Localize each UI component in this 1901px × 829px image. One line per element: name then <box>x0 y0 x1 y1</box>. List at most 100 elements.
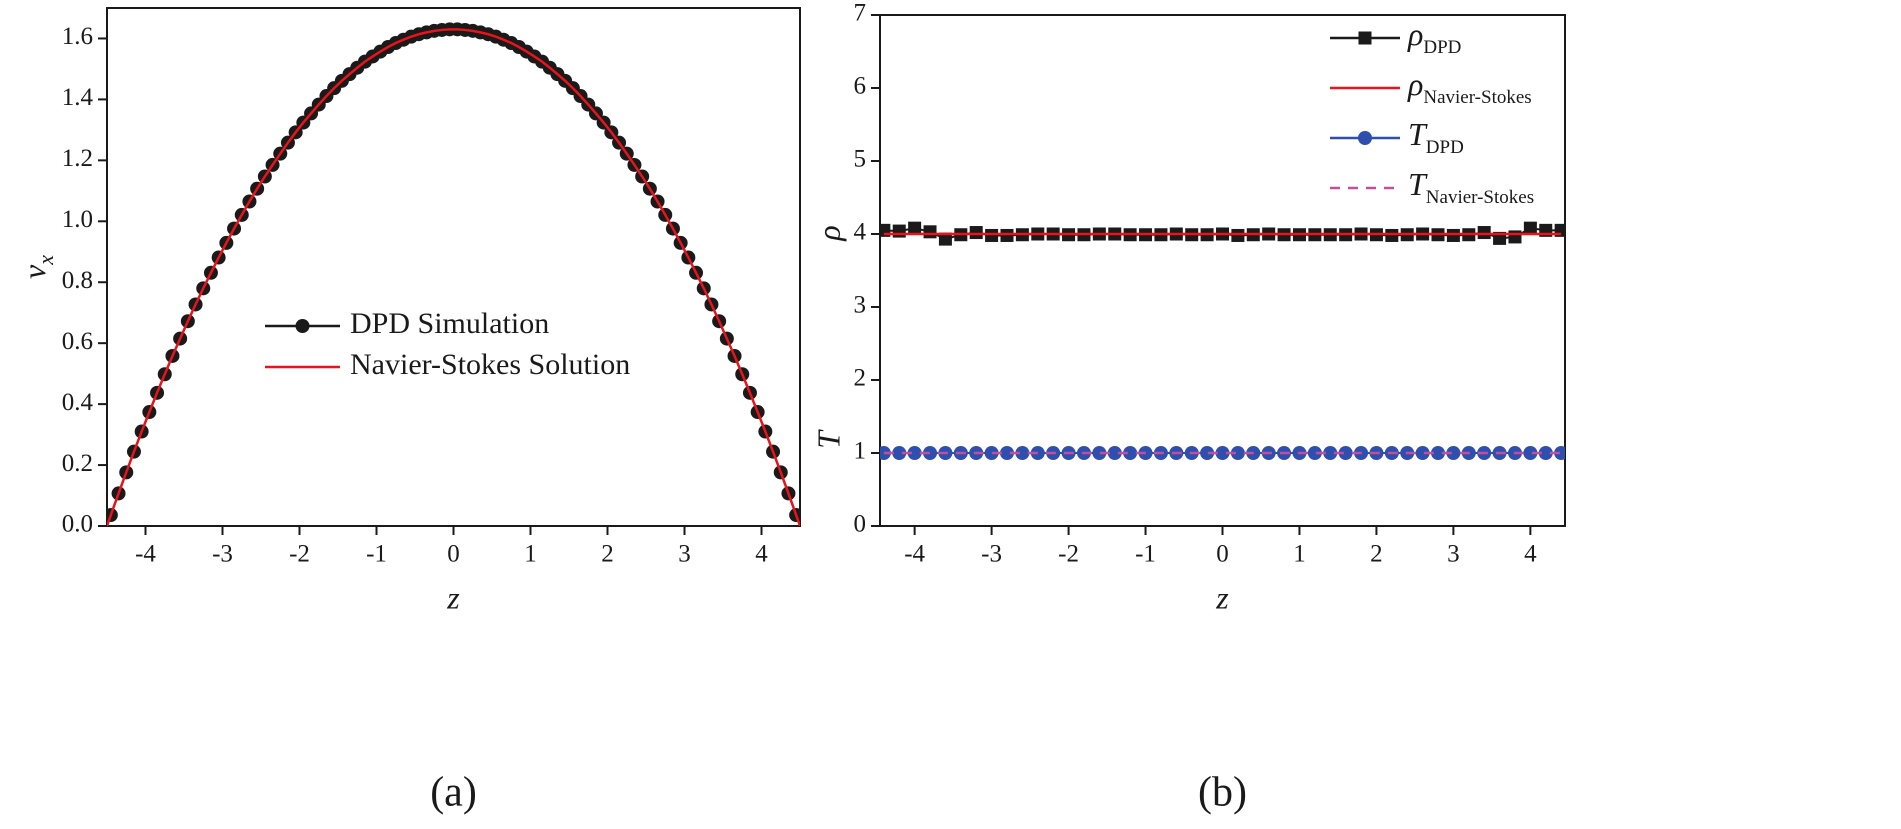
x-tick-label: -1 <box>1135 541 1156 568</box>
y-tick-label: 3 <box>854 292 867 319</box>
legend-label-main: T <box>1408 116 1428 152</box>
marker <box>1523 221 1537 235</box>
marker <box>1323 446 1338 460</box>
marker <box>1477 226 1491 240</box>
x-tick-label: 4 <box>755 541 768 568</box>
marker <box>1015 446 1030 460</box>
x-axis-label: z <box>446 579 460 615</box>
marker <box>923 446 938 460</box>
y-tick-label: 0.8 <box>62 267 93 294</box>
y-tick-label: 2 <box>854 365 867 392</box>
marker <box>1431 446 1446 460</box>
x-tick-label: 2 <box>601 541 614 568</box>
x-tick-label: -4 <box>135 541 156 568</box>
y-tick-label: 4 <box>854 219 867 246</box>
marker <box>1554 223 1565 237</box>
legend-label: ρDPD <box>1407 16 1461 58</box>
y-tick-label: 0 <box>854 511 867 538</box>
legend-label-main: ρ <box>1407 66 1423 102</box>
x-tick-label: 3 <box>678 541 691 568</box>
marker <box>1123 446 1138 460</box>
plot-area <box>107 22 800 526</box>
caption: (a) <box>430 770 477 816</box>
marker <box>1231 228 1245 242</box>
marker <box>1538 446 1553 460</box>
marker <box>1446 228 1460 242</box>
y-tick-label: 1.4 <box>62 84 94 111</box>
marker <box>1415 446 1430 460</box>
marker <box>923 225 937 239</box>
x-tick-label: 1 <box>1293 541 1306 568</box>
y-tick-label: 0.2 <box>62 450 93 477</box>
caption: (b) <box>1198 770 1247 816</box>
marker <box>892 224 906 238</box>
marker <box>892 446 907 460</box>
legend-label: TDPD <box>1408 116 1464 158</box>
marker <box>1508 230 1522 244</box>
x-tick-label: -4 <box>904 541 925 568</box>
y-tick-label: 1.6 <box>62 23 93 50</box>
legend-label-sub: Navier-Stokes <box>1426 187 1534 208</box>
x-tick-label: 4 <box>1524 541 1537 568</box>
legend-label-main: ρ <box>1407 16 1423 52</box>
marker <box>1092 446 1107 460</box>
y-axis-label-sub: x <box>33 255 58 266</box>
x-tick-label: -2 <box>1058 541 1079 568</box>
marker <box>1107 446 1122 460</box>
x-tick-label: -3 <box>981 541 1002 568</box>
marker <box>1215 446 1230 460</box>
legend-label-sub: DPD <box>1423 37 1461 58</box>
y-tick-label: 0.0 <box>62 511 93 538</box>
marker <box>969 226 983 240</box>
y-tick-label: 7 <box>854 0 867 27</box>
marker <box>1446 446 1461 460</box>
marker <box>1385 228 1399 242</box>
y-tick-label: 1.0 <box>62 206 93 233</box>
marker <box>880 223 891 237</box>
marker <box>1523 446 1538 460</box>
legend-label-main: T <box>1408 166 1428 202</box>
marker <box>1307 446 1322 460</box>
legend-marker <box>1358 31 1372 45</box>
marker <box>938 232 952 246</box>
legend-marker <box>295 319 310 333</box>
marker <box>985 228 999 242</box>
legend-marker <box>1358 131 1372 145</box>
plot-area <box>880 221 1565 460</box>
marker <box>907 446 922 460</box>
legend-label: ρNavier-Stokes <box>1407 66 1532 108</box>
y-tick-label: 0.6 <box>62 328 93 355</box>
legend-label-sub: DPD <box>1426 137 1464 158</box>
x-tick-label: 2 <box>1370 541 1383 568</box>
x-axis-label: z <box>1215 579 1229 615</box>
y-axis-label: ρ <box>810 225 846 241</box>
y-tick-label: 0.4 <box>62 389 94 416</box>
x-tick-label: -3 <box>212 541 233 568</box>
y-axis-label: vx <box>16 255 58 279</box>
marker <box>1338 446 1353 460</box>
legend-label-sub: Navier-Stokes <box>1423 87 1531 108</box>
x-tick-label: -2 <box>289 541 310 568</box>
x-tick-label: 0 <box>1216 541 1229 568</box>
marker <box>908 221 922 235</box>
x-tick-label: 3 <box>1447 541 1460 568</box>
y-axis-label: T <box>810 429 846 449</box>
y-tick-label: 1.2 <box>62 145 93 172</box>
marker <box>984 446 999 460</box>
legend-label: Navier-Stokes Solution <box>350 348 630 381</box>
x-tick-label: -1 <box>366 541 387 568</box>
x-tick-label: 1 <box>524 541 537 568</box>
marker <box>1200 446 1215 460</box>
y-tick-label: 1 <box>854 438 867 465</box>
y-tick-label: 5 <box>854 146 867 173</box>
legend-label: DPD Simulation <box>350 307 549 340</box>
y-tick-label: 6 <box>854 73 867 100</box>
x-tick-label: 0 <box>447 541 460 568</box>
legend-label: TNavier-Stokes <box>1408 166 1534 208</box>
marker <box>999 446 1014 460</box>
y-axis-label-main: v <box>16 264 52 279</box>
series-line <box>107 28 800 526</box>
marker <box>1000 228 1014 242</box>
marker <box>1230 446 1245 460</box>
